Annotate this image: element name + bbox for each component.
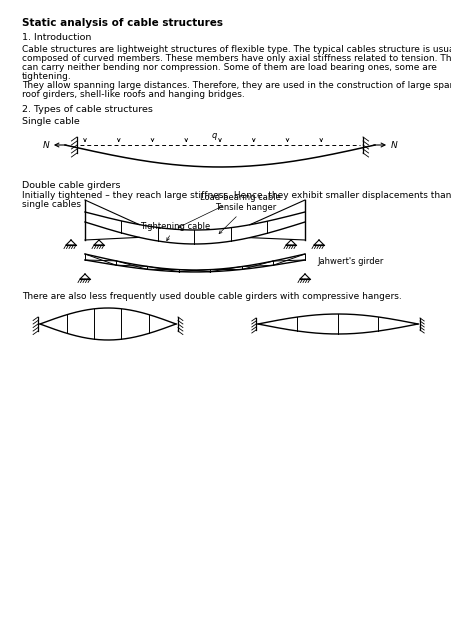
Text: q: q [212, 131, 217, 140]
Text: single cables: single cables [22, 200, 81, 209]
Text: roof girders, shell-like roofs and hanging bridges.: roof girders, shell-like roofs and hangi… [22, 90, 244, 99]
Text: Single cable: Single cable [22, 117, 79, 126]
Text: Cable structures are lightweight structures of flexible type. The typical cables: Cable structures are lightweight structu… [22, 45, 451, 54]
Text: Tightening cable: Tightening cable [140, 221, 210, 241]
Text: Jahwert's girder: Jahwert's girder [316, 257, 382, 266]
Text: N: N [390, 141, 397, 150]
Text: Load-bearing cable: Load-bearing cable [178, 193, 280, 228]
Text: tightening.: tightening. [22, 72, 72, 81]
Text: N: N [43, 141, 50, 150]
Text: There are also less frequently used double cable girders with compressive hanger: There are also less frequently used doub… [22, 292, 401, 301]
Text: Static analysis of cable structures: Static analysis of cable structures [22, 18, 222, 28]
Text: can carry neither bending nor compression. Some of them are load bearing ones, s: can carry neither bending nor compressio… [22, 63, 436, 72]
Text: 1. Introduction: 1. Introduction [22, 33, 91, 42]
Text: 2. Types of cable structures: 2. Types of cable structures [22, 105, 152, 114]
Text: composed of curved members. These members have only axial stiffness related to t: composed of curved members. These member… [22, 54, 451, 63]
Text: Double cable girders: Double cable girders [22, 181, 120, 190]
Text: Tensile hanger: Tensile hanger [215, 203, 276, 234]
Text: They allow spanning large distances. Therefore, they are used in the constructio: They allow spanning large distances. The… [22, 81, 451, 90]
Text: Initially tightened – they reach large stiffness. Hence, they exhibit smaller di: Initially tightened – they reach large s… [22, 191, 451, 200]
